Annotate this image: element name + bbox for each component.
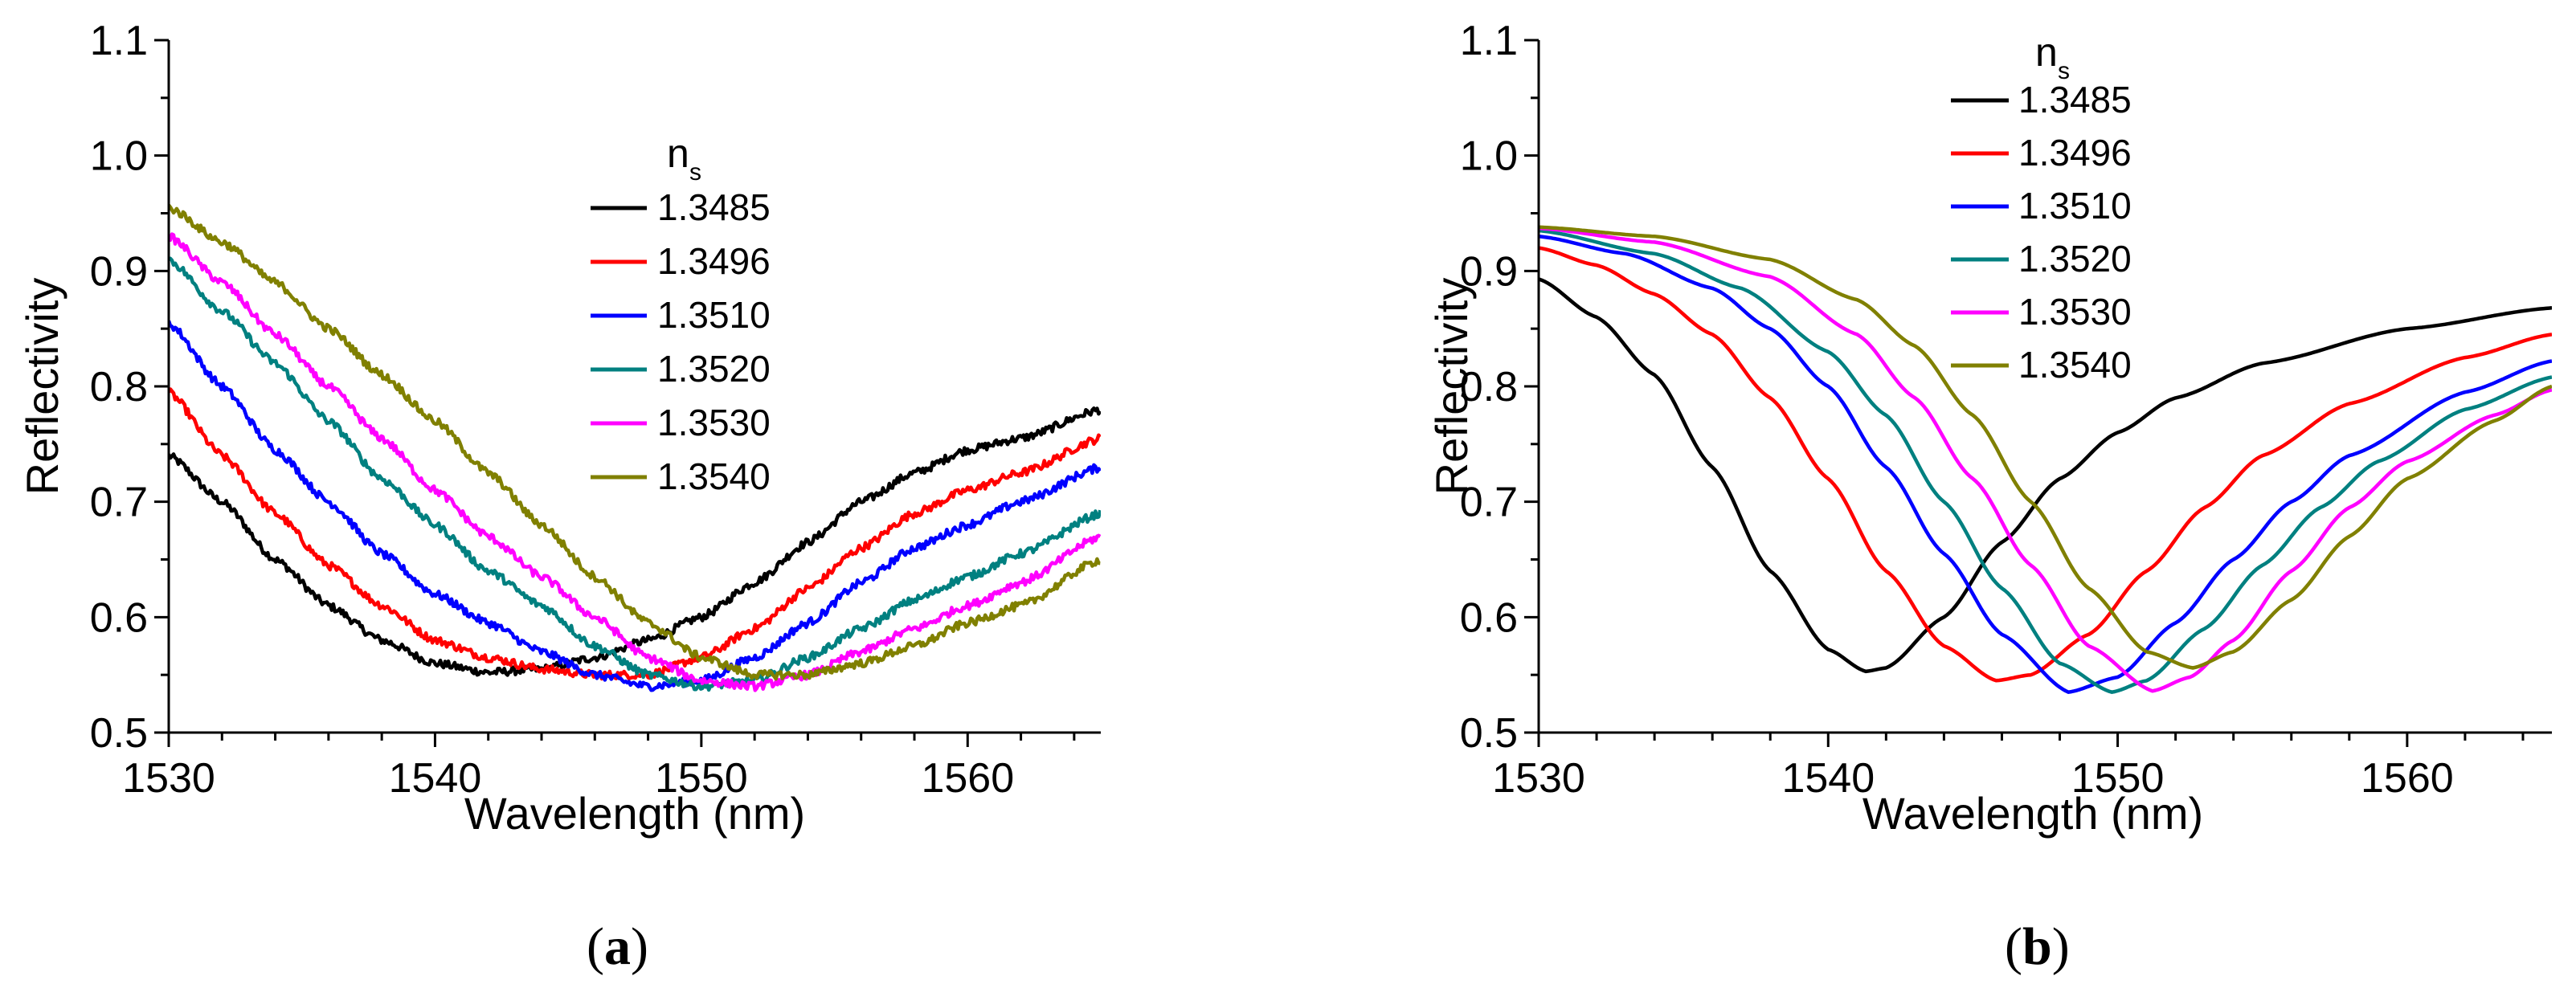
y-tick-label: 0.7: [90, 480, 148, 526]
legend-entry-label: 1.3530: [2018, 291, 2132, 333]
y-tick-label: 1.1: [1460, 18, 1518, 64]
legend: n s1.3485 1.3496 1.3510 1.3520 1.3530 1.3540: [1951, 30, 2132, 386]
series-line-1-3485: [169, 406, 1101, 677]
x-tick-label: 1550: [2071, 755, 2165, 802]
caption-open: (: [2005, 917, 2022, 976]
panel-caption: (a): [587, 917, 648, 976]
y-tick-label: 0.8: [1460, 364, 1518, 410]
legend-entry-label: 1.3485: [2018, 79, 2132, 120]
y-tick-label: 0.5: [90, 710, 148, 757]
series-line-1-3540: [1539, 225, 2552, 670]
y-axis-label: Reflectivity: [1426, 278, 1477, 496]
x-tick-label: 1540: [389, 755, 482, 802]
series-line-1-3540: [169, 204, 1101, 681]
legend-entry-label: 1.3496: [657, 240, 771, 282]
series-line-1-3530: [1539, 226, 2552, 693]
y-tick-label: 1.0: [90, 133, 148, 180]
y-tick-label: 0.6: [90, 594, 148, 641]
y-tick-label: 0.9: [1460, 248, 1518, 295]
series-line-1-3496: [1539, 246, 2552, 683]
legend-entry-label: 1.3520: [657, 348, 771, 390]
x-tick-label: 1560: [921, 755, 1014, 802]
legend-entry-label: 1.3485: [657, 186, 771, 228]
caption-letter: b: [2022, 917, 2052, 976]
caption-letter: a: [604, 917, 631, 976]
legend-entry-label: 1.3520: [2018, 238, 2132, 280]
legend-entry-label: 1.3540: [2018, 344, 2132, 386]
x-tick-label: 1560: [2361, 755, 2454, 802]
legend-title-subscript: s: [2058, 58, 2070, 84]
x-axis-label: Wavelength (nm): [464, 788, 805, 839]
series-line-1-3530: [169, 232, 1101, 692]
legend-title: n: [667, 131, 689, 176]
y-tick-label: 0.7: [1460, 480, 1518, 526]
caption-open: (: [587, 917, 604, 976]
x-tick-label: 1550: [655, 755, 748, 802]
legend-title: n: [2035, 30, 2058, 75]
y-tick-label: 0.5: [1460, 710, 1518, 757]
series-group: [169, 204, 1101, 692]
legend-entry-label: 1.3530: [657, 402, 771, 443]
caption-close: ): [631, 917, 648, 976]
series-line-1-3485: [1539, 277, 2552, 674]
series-group: [1539, 225, 2552, 694]
series-line-1-3510: [169, 320, 1101, 692]
legend-entry-label: 1.3510: [2018, 185, 2132, 227]
series-line-1-3520: [1539, 228, 2552, 694]
y-tick-label: 0.9: [90, 248, 148, 295]
x-tick-label: 1530: [122, 755, 215, 802]
legend-title-subscript: s: [689, 159, 701, 186]
panel-a: 1530 1540 1550 1560 0.5 0.6 0.7 0.8 0.9 1.0 1.1 Wav…: [17, 18, 1101, 976]
y-tick-label: 1.1: [90, 18, 148, 64]
legend-entry-label: 1.3496: [2018, 132, 2132, 174]
x-axis-label: Wavelength (nm): [1862, 788, 2203, 839]
legend-entry-label: 1.3540: [657, 455, 771, 497]
legend: n s1.3485 1.3496 1.3510 1.3520 1.3530 1.3540: [591, 131, 771, 497]
y-tick-label: 0.6: [1460, 594, 1518, 641]
series-line-1-3520: [169, 256, 1101, 692]
x-tick-label: 1540: [1781, 755, 1875, 802]
legend-entry-label: 1.3510: [657, 294, 771, 336]
panel-caption: (b): [2005, 917, 2070, 976]
y-tick-label: 1.0: [1460, 133, 1518, 180]
panel-b: 1530 1540 1550 1560 0.5 0.6 0.7 0.8 0.9 1.0 1.1 Wav…: [1426, 18, 2552, 976]
caption-close: ): [2052, 917, 2070, 976]
x-tick-label: 1530: [1492, 755, 1585, 802]
y-tick-label: 0.8: [90, 364, 148, 410]
series-line-1-3510: [1539, 234, 2552, 694]
y-axis-label: Reflectivity: [17, 278, 67, 496]
series-line-1-3496: [169, 387, 1101, 681]
